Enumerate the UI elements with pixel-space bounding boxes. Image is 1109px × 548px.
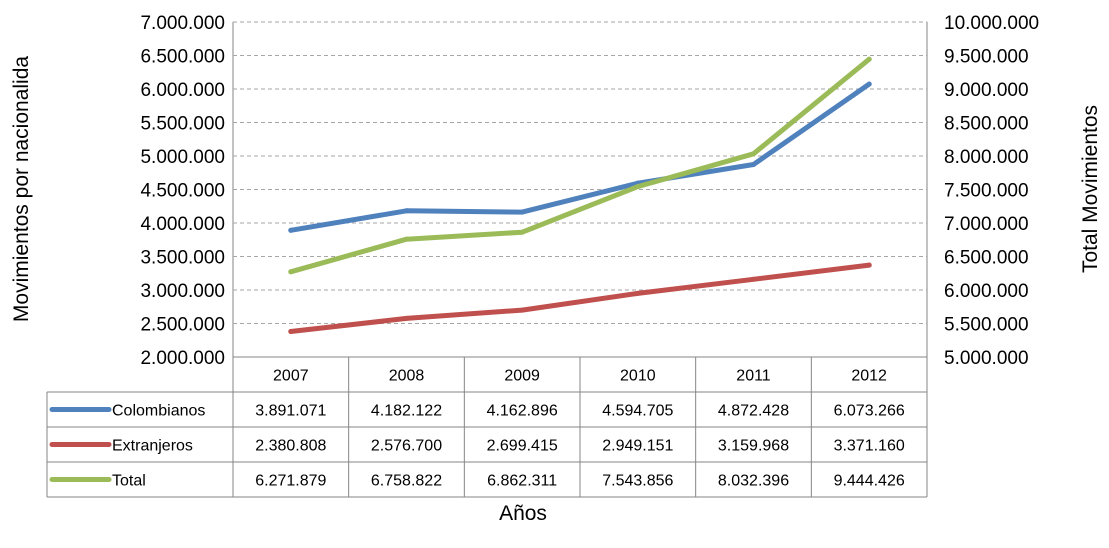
left-tick-label: 7.000.000 [140,13,225,34]
left-tick-label: 5.000.000 [140,147,225,168]
data-point-colombianos [866,81,872,87]
right-tick-label: 5.000.000 [944,348,1029,369]
series-line-extranjeros [288,262,872,334]
data-point-extranjeros [288,328,294,334]
legend-label: Total [112,473,146,490]
right-tick-label: 8.500.000 [944,114,1029,135]
series-line-colombianos [288,81,872,233]
gridlines [232,21,928,357]
data-label: 6.271.879 [255,473,326,490]
data-point-extranjeros [866,262,872,268]
data-point-total [519,229,525,235]
data-label: 8.032.396 [718,473,789,490]
right-tick-label: 6.500.000 [944,248,1029,269]
category-label: 2009 [504,368,540,385]
data-label: 2.576.700 [371,438,442,455]
left-axis-ticks: 2.000.000 2.500.000 3.000.000 3.500.000 4.00… [140,13,225,369]
right-tick-label: 9.500.000 [944,47,1029,68]
left-tick-label: 3.500.000 [140,248,225,269]
data-point-colombianos [404,208,409,214]
left-tick-label: 6.500.000 [140,47,225,68]
data-point-total [866,56,872,62]
right-tick-label: 6.000.000 [944,281,1029,302]
right-tick-label: 7.000.000 [944,214,1029,235]
x-axis-title: Años [499,502,547,525]
data-label: 4.594.705 [602,403,673,420]
data-label: 2.699.415 [487,438,558,455]
series-line-total [288,56,872,275]
series-lines [288,56,872,334]
data-label: 4.162.896 [487,403,558,420]
right-tick-label: 9.000.000 [944,80,1029,101]
data-point-extranjeros [751,276,756,282]
data-label: 3.159.968 [718,438,789,455]
data-point-extranjeros [635,290,641,296]
left-tick-label: 4.500.000 [140,181,225,202]
legend-label: Colombianos [112,403,205,420]
category-label: 2011 [736,368,771,385]
data-label: 4.872.428 [718,403,789,420]
right-tick-label: 5.500.000 [944,315,1029,336]
data-label: 3.891.071 [255,403,326,420]
data-point-colombianos [751,162,756,168]
right-tick-label: 7.500.000 [944,181,1029,202]
data-label: 3.371.160 [834,438,905,455]
left-tick-label: 5.500.000 [140,114,225,135]
category-label: 2008 [389,368,425,385]
data-point-total [404,236,409,242]
right-axis-title: Total Movimientos [1079,105,1102,273]
data-label: 9.444.426 [834,473,905,490]
data-label: 6.862.311 [487,473,557,490]
right-tick-label: 10.000.000 [944,13,1039,34]
category-label: 2010 [620,368,656,385]
left-tick-label: 4.000.000 [140,214,225,235]
data-point-extranjeros [404,315,409,321]
data-label: 4.182.122 [371,403,442,420]
data-point-total [288,269,294,275]
left-tick-label: 6.000.000 [140,80,225,101]
data-label: 2.949.151 [602,438,673,455]
data-point-extranjeros [519,307,525,313]
data-table: 2007 2008 2009 2010 2011 2012 Colombianos 3.891… [46,356,928,498]
data-point-total [635,184,641,190]
left-tick-label: 2.500.000 [140,315,225,336]
left-tick-label: 2.000.000 [140,348,225,369]
data-label: 6.758.822 [371,473,442,490]
left-tick-label: 3.000.000 [140,281,225,302]
category-label: 2012 [851,368,887,385]
data-point-colombianos [519,209,525,215]
right-tick-label: 8.000.000 [944,147,1029,168]
data-label: 7.543.856 [602,473,673,490]
legend-label: Extranjeros [112,438,193,455]
category-label: 2007 [273,368,309,385]
data-point-colombianos [288,227,294,233]
right-axis-ticks: 5.000.000 5.500.000 6.000.000 6.500.000 7.00… [944,13,1039,369]
left-axis-title: Movimientos por nacionalida [10,56,33,322]
data-label: 2.380.808 [255,438,326,455]
data-label: 6.073.266 [834,403,905,420]
data-point-total [751,151,756,157]
